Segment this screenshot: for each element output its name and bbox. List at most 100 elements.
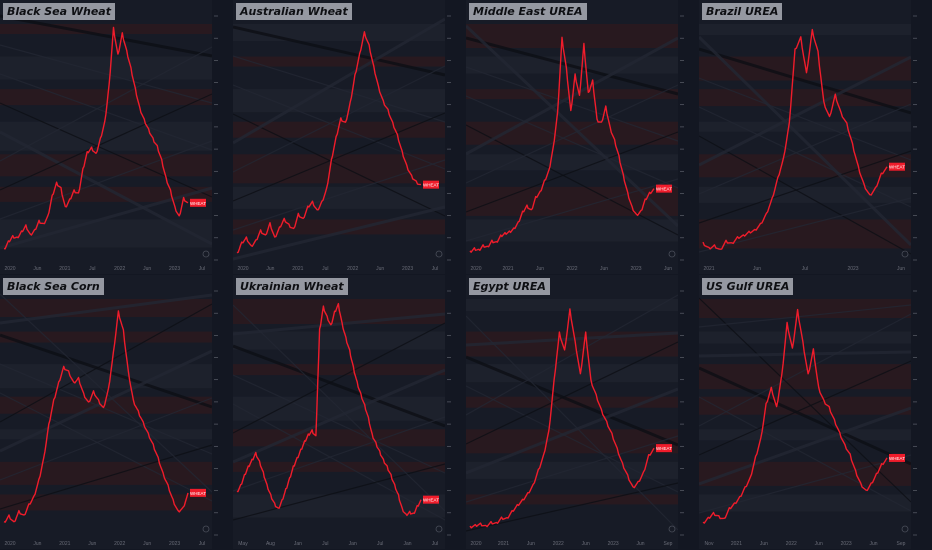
x-tick-label: 2021 (703, 266, 714, 272)
trendline (233, 25, 446, 77)
x-tick-label: 2023 (630, 266, 641, 272)
trendline (233, 205, 446, 261)
last-price-tag (423, 495, 439, 504)
scroll-to-realtime-icon[interactable] (202, 250, 210, 258)
support-band (466, 24, 678, 48)
chart-panel[interactable]: WHEAT 2021 Jun Jul 2023 Jun Brazil UREA (699, 0, 931, 274)
x-tick-label: 2021 (59, 266, 70, 272)
x-tick-label: Jan (404, 541, 412, 547)
price-axis[interactable] (911, 275, 931, 549)
chart-svg: WHEAT 2020 2021 Jun 2022 Jun 2023 Jun Sep (466, 275, 698, 549)
x-tick-label: Jun (664, 266, 672, 272)
chart-panel[interactable]: WHEAT Nov 2021 Jun 2022 Jun 2023 Jun Sep US Gulf … (699, 275, 931, 549)
chart-panel[interactable]: WHEAT 2020 Jun 2021 Jul 2022 Jun 2023 Jul Black S… (0, 0, 232, 274)
x-tick-label: Jul (199, 541, 205, 547)
chart-svg: WHEAT 2020 Jun 2021 Jul 2022 Jun 2023 Jul (0, 0, 232, 274)
support-band (466, 219, 678, 242)
x-tick-label: 2020 (237, 266, 248, 272)
x-tick-label: Jul (199, 266, 205, 272)
support-band (233, 429, 445, 447)
support-band (466, 364, 678, 383)
x-tick-label: 2020 (4, 541, 15, 547)
x-tick-label: Jun (815, 541, 823, 547)
trendline (699, 106, 912, 208)
scroll-to-realtime-icon[interactable] (435, 525, 443, 533)
chart-title: Australian Wheat (236, 3, 352, 20)
support-band (233, 89, 445, 113)
x-tick-label: 2020 (470, 266, 481, 272)
trendline (233, 403, 446, 521)
last-price-tag (190, 488, 206, 497)
price-axis[interactable] (911, 0, 931, 274)
last-price-tag-label: WHEAT (423, 183, 439, 188)
trendline (466, 355, 679, 447)
scroll-to-realtime-icon[interactable] (901, 250, 909, 258)
x-tick-label: Jun (760, 541, 768, 547)
trendline (233, 374, 446, 474)
trendline (466, 387, 679, 475)
trendline (0, 293, 213, 325)
price-axis[interactable] (678, 275, 698, 549)
price-axis[interactable] (212, 275, 232, 549)
last-price-tag-label: WHEAT (656, 187, 672, 192)
chart-panel[interactable]: WHEAT 2020 Jun 2021 Jun 2022 Jun 2023 Jul Black S… (0, 275, 232, 549)
trendline (0, 14, 213, 58)
support-band (699, 396, 911, 415)
x-tick-label: 2022 (114, 541, 125, 547)
support-band (0, 364, 212, 389)
trendline (0, 392, 213, 502)
x-tick-label: Jun (536, 266, 544, 272)
x-tick-label: Jul (802, 266, 808, 272)
scroll-to-realtime-icon[interactable] (668, 250, 676, 258)
chart-svg: WHEAT Nov 2021 Jun 2022 Jun 2023 Jun Sep (699, 275, 931, 549)
chart-title: US Gulf UREA (702, 278, 794, 295)
trendline (0, 102, 213, 198)
scroll-to-realtime-icon[interactable] (668, 525, 676, 533)
trendline (233, 312, 446, 336)
trendline (699, 197, 912, 253)
trendline (466, 482, 679, 532)
support-band (233, 121, 445, 138)
x-tick-label: 2021 (292, 266, 303, 272)
support-band (0, 89, 212, 106)
price-line (702, 308, 888, 524)
x-tick-label: 2022 (114, 266, 125, 272)
chart-panel[interactable]: WHEAT 2020 2021 Jun 2022 Jun 2023 Jun Middle Eas… (466, 0, 698, 274)
x-tick-label: Jun (33, 266, 41, 272)
scroll-to-realtime-icon[interactable] (202, 525, 210, 533)
trendline (233, 17, 446, 145)
price-axis[interactable] (445, 275, 465, 549)
price-line (236, 302, 422, 517)
price-axis[interactable] (445, 0, 465, 274)
support-band (0, 331, 212, 343)
support-band (0, 24, 212, 34)
support-band (699, 121, 911, 132)
price-axis[interactable] (678, 0, 698, 274)
chart-panel[interactable]: WHEAT 2020 2021 Jun 2022 Jun 2023 Jun Sep Egypt U… (466, 275, 698, 549)
chart-title: Middle East UREA (469, 3, 587, 20)
trendline (699, 55, 912, 167)
scroll-to-realtime-icon[interactable] (901, 525, 909, 533)
x-tick-label: Jul (432, 541, 438, 547)
chart-svg: WHEAT 2021 Jun Jul 2023 Jun (699, 0, 931, 274)
trendline (466, 124, 679, 236)
chart-panel[interactable]: WHEAT 2020 Jun 2021 Jul 2022 Jun 2023 Jul Austral… (233, 0, 465, 274)
chart-panel[interactable]: WHEAT May Aug Jan Jul Jan Jul Jan Jul Ukrainian W… (233, 275, 465, 549)
x-tick-label: 2022 (347, 266, 358, 272)
scroll-to-realtime-icon[interactable] (435, 250, 443, 258)
trendline (0, 93, 213, 191)
x-tick-label: May (238, 541, 248, 547)
support-band (466, 299, 678, 311)
price-line (469, 308, 655, 529)
price-line (469, 36, 655, 253)
x-tick-label: Jun (376, 266, 384, 272)
support-band (233, 56, 445, 67)
support-band (233, 461, 445, 472)
price-axis[interactable] (212, 0, 232, 274)
trendline (699, 313, 912, 427)
trendline (699, 103, 912, 195)
support-band (0, 429, 212, 440)
trendline (699, 47, 912, 115)
last-price-tag-label: WHEAT (889, 456, 905, 461)
trendline (0, 44, 213, 104)
